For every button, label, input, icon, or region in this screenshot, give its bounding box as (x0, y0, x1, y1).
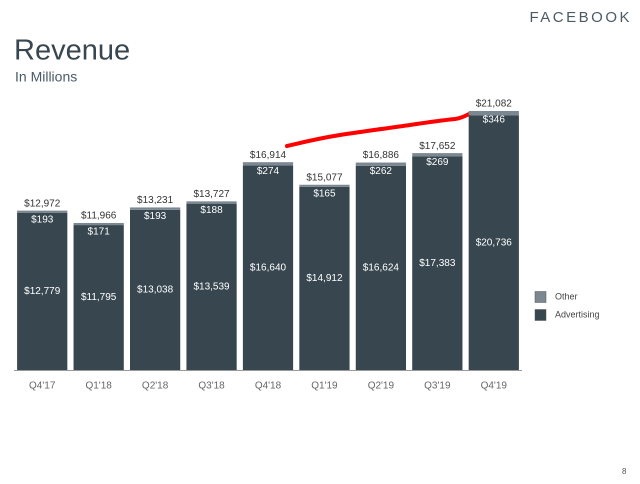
value-label: $193 (144, 211, 167, 222)
value-label: $11,795 (81, 292, 117, 303)
legend-swatch (534, 291, 547, 303)
value-label: $274 (257, 166, 280, 177)
total-label: $13,231 (137, 195, 174, 206)
bar-segment (468, 110, 519, 116)
annotation-stroke (285, 112, 471, 148)
bar-segment (412, 156, 463, 370)
bar-segment (242, 162, 294, 166)
x-tick-label: Q2'18 (142, 381, 169, 392)
brand: FACEBOOK (529, 9, 632, 26)
total-label: $16,914 (250, 150, 287, 161)
x-tick-label: Q3'19 (424, 381, 451, 392)
legend-swatch (534, 309, 547, 321)
total-label: $21,082 (476, 99, 513, 110)
bar-segment (355, 165, 407, 370)
value-label: $171 (88, 227, 111, 238)
bar-segment (299, 184, 350, 187)
bar-segment (73, 222, 124, 226)
value-label: $269 (426, 157, 449, 168)
value-label: $12,779 (24, 286, 61, 297)
value-label: $16,640 (250, 262, 287, 273)
bar-segment (186, 201, 237, 204)
bar-segment (412, 153, 463, 157)
value-label: $13,539 (193, 281, 230, 292)
value-label: $262 (370, 166, 393, 177)
bar-segment (242, 165, 294, 370)
page-number: 8 (622, 467, 627, 476)
total-label: $15,077 (306, 172, 343, 183)
legend-label: Other (555, 291, 578, 301)
x-tick-label: Q1'18 (85, 381, 112, 392)
value-label: $13,038 (137, 285, 174, 296)
bar-segment (299, 186, 350, 370)
bar-segment (17, 210, 68, 213)
value-label: $14,912 (306, 273, 343, 284)
total-label: $12,972 (24, 198, 61, 209)
bar-segment (129, 207, 181, 210)
value-label: $165 (313, 188, 336, 199)
value-label: $20,736 (476, 237, 513, 248)
total-label: $17,652 (419, 141, 456, 152)
bar-segment (73, 225, 124, 370)
bar-segment (186, 203, 237, 370)
chart-subtitle: In Millions (15, 69, 77, 85)
x-tick-label: Q3'18 (198, 381, 225, 392)
value-label: $16,624 (363, 263, 400, 274)
chart-title: Revenue (14, 35, 130, 67)
value-label: $346 (483, 115, 506, 126)
x-tick-label: Q4'18 (255, 381, 282, 392)
bar-segment (468, 115, 519, 370)
bar-segment (129, 209, 181, 370)
x-tick-label: Q4'19 (481, 381, 508, 392)
bar-segment (17, 212, 68, 370)
total-label: $16,886 (363, 150, 400, 161)
value-label: $17,383 (419, 258, 456, 269)
value-label: $188 (200, 205, 223, 216)
bar-segment (355, 162, 407, 166)
x-tick-label: Q4'17 (29, 381, 56, 392)
value-label: $193 (31, 214, 54, 225)
total-label: $11,966 (81, 211, 117, 222)
x-tick-label: Q2'19 (368, 381, 395, 392)
total-label: $13,727 (193, 189, 230, 200)
legend-label: Advertising (555, 309, 600, 319)
x-tick-label: Q1'19 (311, 381, 338, 392)
